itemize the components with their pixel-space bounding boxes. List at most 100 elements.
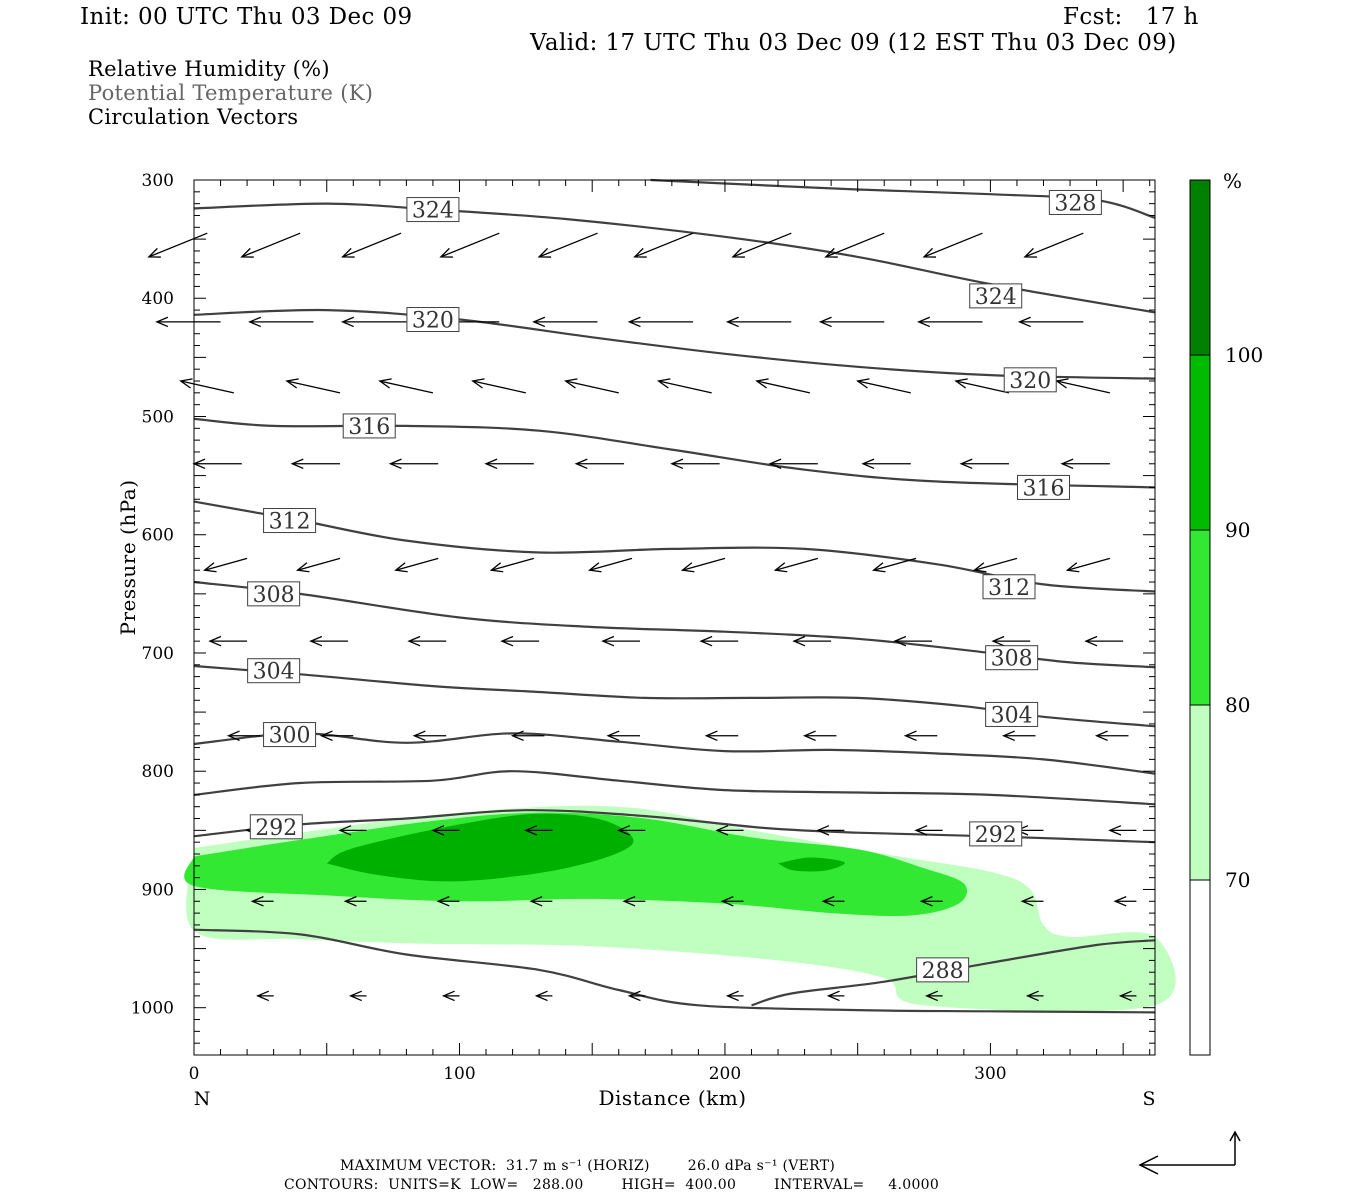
contour-label-328-0-0: 328	[1054, 191, 1096, 216]
vector-head-8-3	[529, 896, 543, 907]
contour-label-324-1-1: 324	[975, 285, 1017, 310]
contour-label-box-316-3-0	[342, 413, 396, 439]
vector-head-5-3	[500, 635, 514, 647]
vector-2-3	[472, 380, 526, 394]
vector-head-8-9	[1113, 896, 1127, 907]
vector-head-2-9	[1055, 378, 1069, 389]
vector-head-6-9	[1094, 730, 1108, 742]
contour-label-308-5-0: 308	[253, 583, 295, 608]
vector-head-1-0	[155, 316, 169, 328]
colorbar-segment-2	[1190, 530, 1210, 705]
vector-head-9-7	[925, 990, 939, 1002]
vector-head-3-5	[670, 458, 684, 470]
vector-2-4	[565, 380, 619, 394]
vector-head-2-0	[179, 378, 193, 389]
axis-ticks	[193, 179, 1155, 1056]
vector-head-6-1	[319, 730, 333, 742]
contour-label-320-2-1: 320	[1009, 369, 1051, 394]
y-tick-label-700: 700	[142, 644, 174, 664]
contour-label-box-312-4-0	[263, 508, 317, 534]
contour-label-box-292-9-0	[249, 814, 303, 840]
vector-head-4-5	[680, 562, 695, 573]
vector-head-2-2	[378, 378, 392, 389]
x-tick-label-100: 100	[443, 1064, 475, 1084]
vector-head-3-8	[959, 458, 973, 470]
vector-head-5-6	[792, 635, 806, 647]
contour-label-316-3-0: 316	[348, 415, 390, 440]
contour-label-box-320-2-0	[406, 307, 460, 333]
contour-label-308-5-1: 308	[991, 647, 1033, 672]
vector-head-5-2	[407, 635, 421, 647]
vector-0-5	[634, 232, 694, 258]
vector-head-3-2	[388, 458, 402, 470]
y-axis-label: Pressure (hPa)	[116, 480, 140, 636]
colorbar-segment-0	[1190, 880, 1210, 1055]
vector-head-7-2	[431, 825, 445, 836]
contour-label-292-9-1: 292	[975, 823, 1017, 848]
vector-head-5-1	[309, 635, 323, 647]
vector-head-4-7	[871, 562, 886, 573]
vector-head-7-7	[914, 825, 928, 836]
contour-label-box-324-1-1	[969, 283, 1023, 309]
contour-label-300-7-0: 300	[269, 724, 311, 749]
y-tick-label-600: 600	[142, 526, 174, 546]
vector-0-4	[538, 232, 598, 258]
forecast-hour: Fcst: 17 h	[1063, 4, 1199, 30]
contour-label-304-6-1: 304	[991, 703, 1033, 728]
contour-label-box-324-1-0	[406, 197, 460, 223]
colorbar-segment-3	[1190, 355, 1210, 530]
vector-head-3-3	[484, 458, 498, 470]
contour-label-312-4-1: 312	[988, 576, 1030, 601]
colorbar-label-80: 80	[1225, 693, 1250, 717]
vector-2-7	[857, 380, 911, 394]
vector-head-5-7	[893, 635, 907, 647]
vector-4-8	[974, 557, 1018, 571]
vector-head-0-0	[147, 247, 161, 258]
vector-head-5-9	[1084, 635, 1098, 647]
vector-head-9-2	[441, 990, 455, 1002]
field-label-vectors: Circulation Vectors	[88, 105, 299, 129]
rh-fill-90-3	[778, 857, 845, 872]
vector-2-9	[1056, 380, 1111, 394]
vector-head-1-9	[1017, 316, 1031, 328]
vector-head-7-6	[816, 825, 830, 836]
rh-fill-90-2	[326, 813, 634, 882]
vector-head-3-4	[574, 458, 588, 470]
vector-head-5-8	[991, 635, 1005, 647]
init-time: Init: 00 UTC Thu 03 Dec 09	[80, 4, 413, 30]
vector-0-1	[241, 232, 301, 258]
colorbar-segment-4	[1190, 180, 1210, 355]
field-label-theta: Potential Temperature (K)	[88, 81, 374, 105]
x-end-label-left: N	[194, 1088, 211, 1110]
vector-head-6-3	[510, 730, 524, 742]
theta-contour-324-1	[193, 202, 1156, 314]
max-vector-note: MAXIMUM VECTOR: 31.7 m s⁻¹ (HORIZ) 26.0 …	[340, 1158, 836, 1174]
vector-head-0-7	[824, 247, 838, 258]
y-tick-label-300: 300	[142, 171, 174, 191]
vector-head-4-4	[587, 562, 602, 573]
contour-label-320-2-0: 320	[412, 309, 454, 334]
vector-head-7-4	[617, 825, 631, 836]
vector-head-7-1	[338, 825, 352, 836]
contour-label-box-320-2-1	[1003, 367, 1057, 393]
vector-4-2	[395, 557, 439, 571]
vector-4-7	[873, 557, 917, 571]
contour-label-316-3-1: 316	[1023, 476, 1065, 501]
vector-head-6-8	[1002, 730, 1015, 742]
x-tick-label-200: 200	[709, 1064, 741, 1084]
vector-head-0-9	[1023, 247, 1037, 258]
vector-head-7-3	[524, 825, 538, 836]
circulation-vector-layer	[147, 232, 1137, 1002]
y-tick-label-1000: 1000	[131, 999, 174, 1019]
contour-label-304-6-0: 304	[253, 660, 295, 685]
vector-0-8	[923, 232, 983, 258]
vector-head-3-9	[1060, 458, 1074, 470]
vector-head-0-3	[439, 247, 453, 258]
vector-head-9-6	[826, 990, 840, 1002]
vector-4-3	[491, 557, 534, 571]
vector-head-1-4	[532, 316, 546, 328]
vector-head-9-3	[534, 990, 548, 1002]
vector-4-4	[589, 557, 633, 571]
vector-head-0-1	[240, 247, 254, 258]
vector-head-2-4	[564, 378, 578, 389]
